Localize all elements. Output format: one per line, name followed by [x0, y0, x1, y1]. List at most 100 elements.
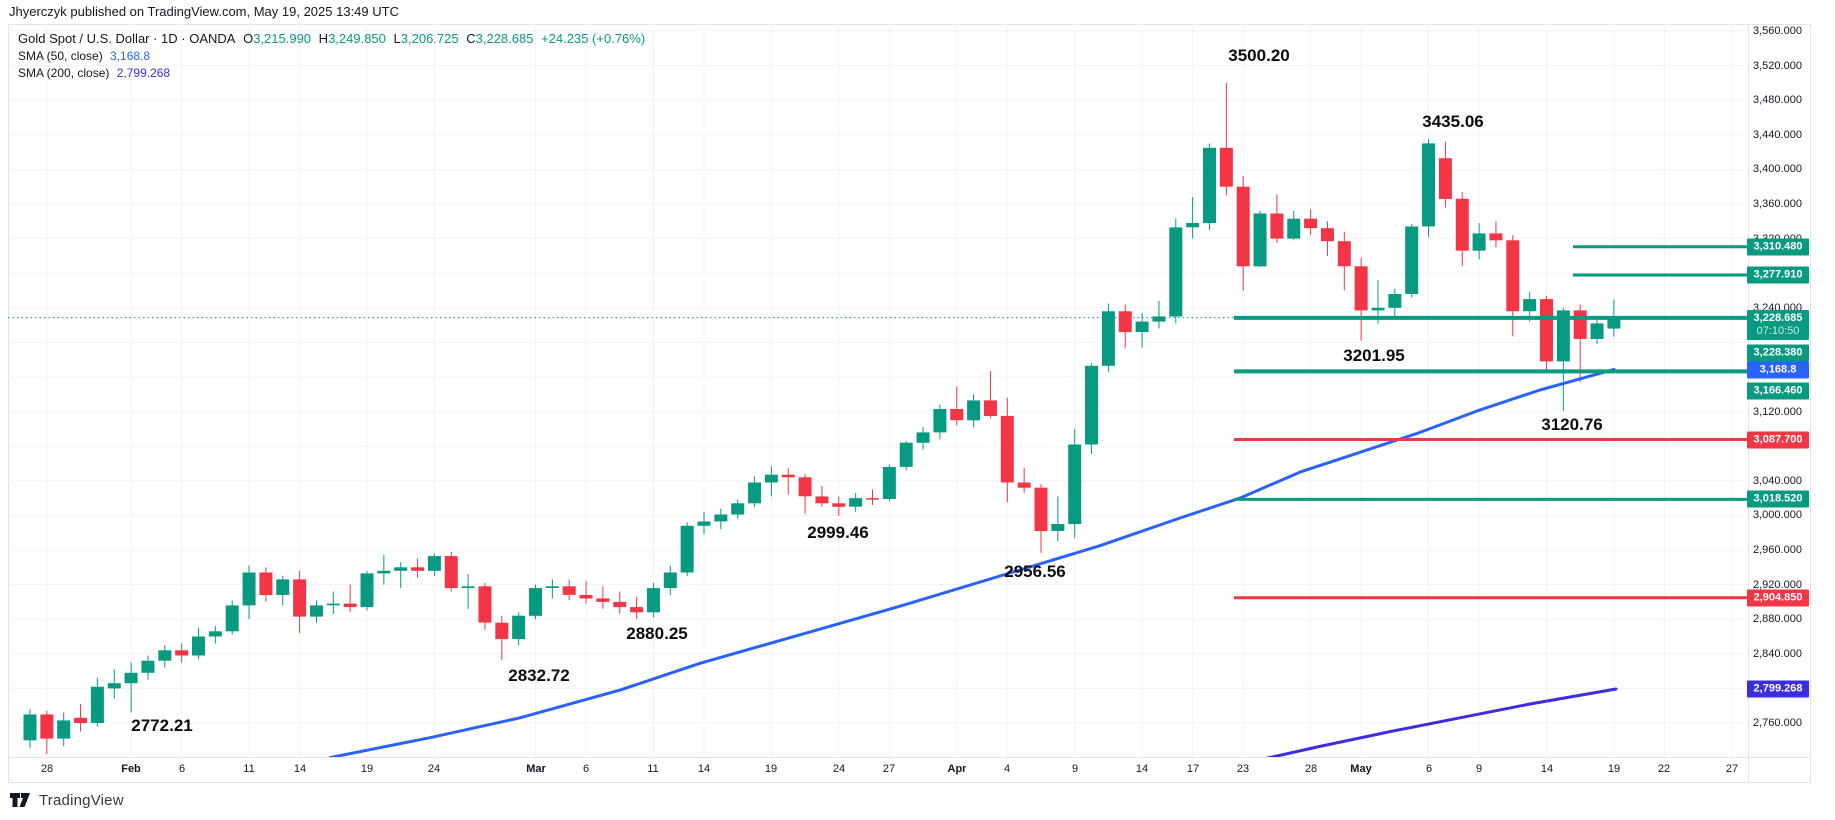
- price-annotation: 2956.56: [1004, 562, 1066, 581]
- price-badge: 3,310.480: [1747, 238, 1809, 256]
- x-axis-label: 4: [1003, 763, 1011, 775]
- candle: [40, 710, 54, 755]
- candle: [798, 473, 812, 514]
- legend: Gold Spot / U.S. Dollar · 1D · OANDA O3,…: [18, 31, 649, 81]
- candle: [714, 508, 728, 530]
- legend-symbol-row: Gold Spot / U.S. Dollar · 1D · OANDA O3,…: [18, 31, 649, 47]
- attribution-text: Jhyerczyk published on TradingView.com, …: [9, 4, 399, 19]
- candle: [276, 576, 290, 606]
- y-axis-tick: 3,040.000: [1753, 475, 1802, 487]
- candle: [1186, 197, 1200, 239]
- y-axis-tick: 3,480.000: [1753, 94, 1802, 106]
- x-axis-label: Apr: [947, 763, 967, 775]
- candle: [764, 466, 778, 497]
- candle: [74, 704, 88, 732]
- candle: [225, 600, 239, 635]
- y-axis-tick: 3,120.000: [1753, 406, 1802, 418]
- x-axis-label: 27: [882, 763, 896, 775]
- y-axis-tick: 2,920.000: [1753, 579, 1802, 591]
- candle: [562, 579, 576, 601]
- low-label: L: [393, 31, 401, 46]
- price-badge: 2,799.268: [1747, 680, 1809, 698]
- y-axis-tick: 2,960.000: [1753, 544, 1802, 556]
- candle: [882, 464, 896, 502]
- chart-surface[interactable]: [8, 24, 1748, 757]
- high-value: 3,249.850: [328, 31, 386, 46]
- price-annotation: 3120.76: [1541, 415, 1603, 434]
- price-badge-value: 2,799.268: [1753, 682, 1803, 695]
- candle: [158, 645, 172, 668]
- candle: [360, 570, 374, 611]
- candle: [1051, 496, 1065, 542]
- y-axis-tick: 2,840.000: [1753, 648, 1802, 660]
- x-axis-label: 19: [360, 763, 374, 775]
- price-badge-value: 3,310.480: [1753, 240, 1803, 253]
- y-axis-tick: 3,000.000: [1753, 509, 1802, 521]
- footer: TradingView: [10, 792, 124, 809]
- candle: [1219, 82, 1233, 196]
- candle: [646, 582, 660, 618]
- candle: [545, 579, 559, 599]
- candle: [1118, 304, 1132, 349]
- candle: [663, 565, 677, 595]
- x-axis-label: 28: [40, 763, 54, 775]
- candle: [748, 476, 762, 507]
- x-axis-label: 22: [1657, 763, 1671, 775]
- price-badge-value: 2,904.850: [1753, 591, 1803, 604]
- sma200-label: SMA (200, close): [18, 66, 110, 80]
- x-axis-label: 24: [427, 763, 441, 775]
- candle: [899, 441, 913, 471]
- candle: [1489, 221, 1503, 248]
- price-badge-value: 3,228.380: [1753, 346, 1803, 359]
- candle: [1388, 288, 1402, 319]
- tradingview-logo-icon[interactable]: [10, 792, 32, 809]
- y-axis-tick: 3,360.000: [1753, 198, 1802, 210]
- y-axis-tick: 3,520.000: [1753, 60, 1802, 72]
- candle: [444, 551, 458, 592]
- candle: [1152, 300, 1166, 329]
- candle: [90, 678, 104, 727]
- candle: [1540, 295, 1553, 371]
- price-annotation: 2772.21: [131, 716, 193, 735]
- candle: [1405, 223, 1419, 298]
- candle: [23, 709, 37, 749]
- price-annotation: 3435.06: [1422, 112, 1484, 131]
- candle: [579, 581, 593, 604]
- candle: [411, 558, 425, 578]
- candle: [1169, 218, 1183, 324]
- candle: [461, 574, 475, 609]
- price-annotation: 3500.20: [1228, 46, 1290, 65]
- candle: [1287, 210, 1301, 241]
- candle: [1017, 467, 1031, 493]
- candle: [309, 600, 323, 623]
- x-axis-label: 6: [178, 763, 186, 775]
- candle: [141, 655, 155, 680]
- price-annotation: 2880.25: [626, 624, 688, 643]
- candle: [192, 627, 205, 659]
- candle: [1236, 176, 1250, 291]
- sma50-label: SMA (50, close): [18, 49, 103, 63]
- candle: [1253, 210, 1267, 268]
- candle: [1304, 209, 1318, 236]
- candle: [1590, 319, 1604, 345]
- close-value: 3,228.685: [475, 31, 534, 46]
- candle: [1270, 194, 1284, 243]
- candle: [983, 370, 997, 419]
- time-scale[interactable]: [8, 757, 1748, 783]
- price-badge-value: 3,277.910: [1753, 268, 1803, 281]
- x-axis-label: Mar: [526, 763, 546, 775]
- time-scale-divider: [8, 757, 1811, 758]
- y-axis-tick: 2,880.000: [1753, 613, 1802, 625]
- candle: [1337, 231, 1351, 291]
- candle: [1000, 397, 1014, 503]
- y-axis-tick: 2,760.000: [1753, 717, 1802, 729]
- tradingview-logo-text[interactable]: TradingView: [39, 792, 124, 809]
- price-annotation: 2999.46: [807, 523, 869, 542]
- price-badge: 3,277.910: [1747, 266, 1809, 284]
- candle: [326, 591, 340, 614]
- x-axis-label: Feb: [121, 763, 141, 775]
- x-axis-label: 17: [1186, 763, 1200, 775]
- bar-countdown: 07:10:50: [1756, 325, 1800, 337]
- grid: [8, 24, 1748, 757]
